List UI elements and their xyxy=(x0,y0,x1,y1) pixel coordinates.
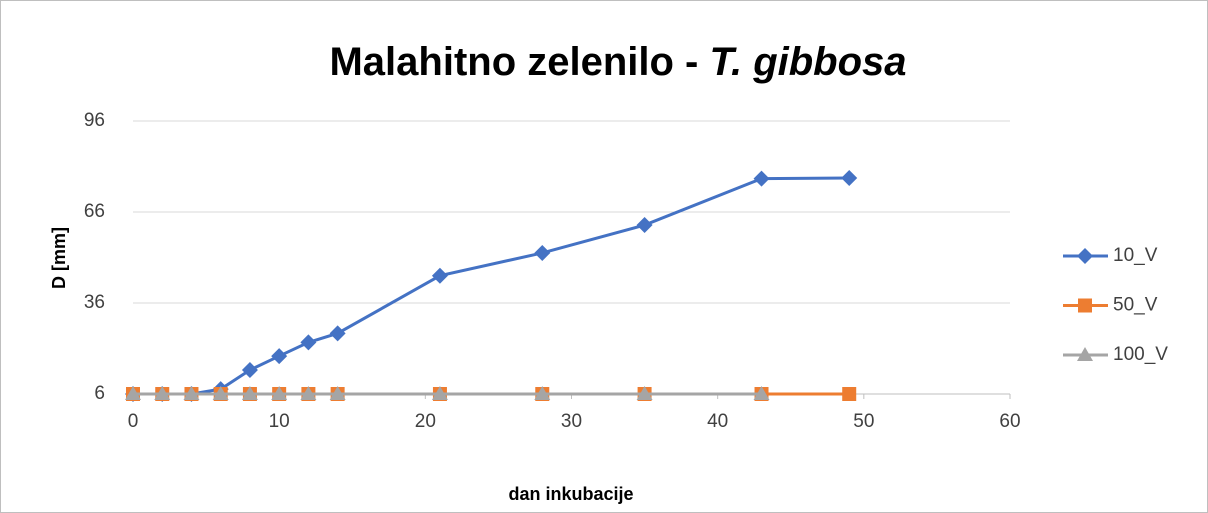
marker xyxy=(1077,347,1093,361)
y-tick-label: 36 xyxy=(84,292,105,313)
chart-title: Malahitno zelenilo - T. gibbosa xyxy=(329,40,906,84)
marker xyxy=(841,170,858,187)
marker xyxy=(241,386,258,400)
y-axis-label: D [mm] xyxy=(49,227,69,289)
legend-label: 10_V xyxy=(1113,245,1158,266)
marker xyxy=(300,386,317,400)
x-tick-label: 50 xyxy=(853,411,874,432)
title-part: Malahitno zelenilo - xyxy=(329,40,709,84)
x-tick-label: 30 xyxy=(561,411,582,432)
marker xyxy=(271,348,288,365)
marker xyxy=(125,386,141,400)
x-tick-label: 10 xyxy=(269,411,290,432)
y-tick-label: 96 xyxy=(84,110,105,131)
marker xyxy=(534,386,551,400)
marker xyxy=(329,386,346,400)
x-tick-label: 60 xyxy=(999,411,1020,432)
marker xyxy=(842,387,857,401)
title-part: T. gibbosa xyxy=(710,40,907,84)
y-tick-label: 66 xyxy=(84,201,105,222)
marker xyxy=(183,386,200,400)
marker xyxy=(534,244,551,261)
marker xyxy=(1078,298,1092,313)
x-axis-label: dan inkubacije xyxy=(508,484,633,504)
marker xyxy=(271,386,288,400)
legend-label: 100_V xyxy=(1113,344,1168,365)
marker xyxy=(431,386,448,400)
y-tick-label: 6 xyxy=(94,383,105,404)
marker xyxy=(300,334,317,351)
marker xyxy=(329,325,346,342)
marker xyxy=(753,170,770,187)
x-tick-label: 40 xyxy=(707,411,728,432)
marker xyxy=(431,267,448,284)
marker xyxy=(154,386,171,400)
marker xyxy=(212,386,229,400)
marker xyxy=(1077,248,1093,264)
x-tick-label: 0 xyxy=(128,411,139,432)
x-tick-label: 20 xyxy=(415,411,436,432)
marker xyxy=(753,386,770,400)
marker xyxy=(636,217,653,234)
legend-label: 50_V xyxy=(1113,295,1158,316)
marker xyxy=(636,386,653,400)
marker xyxy=(241,362,258,379)
